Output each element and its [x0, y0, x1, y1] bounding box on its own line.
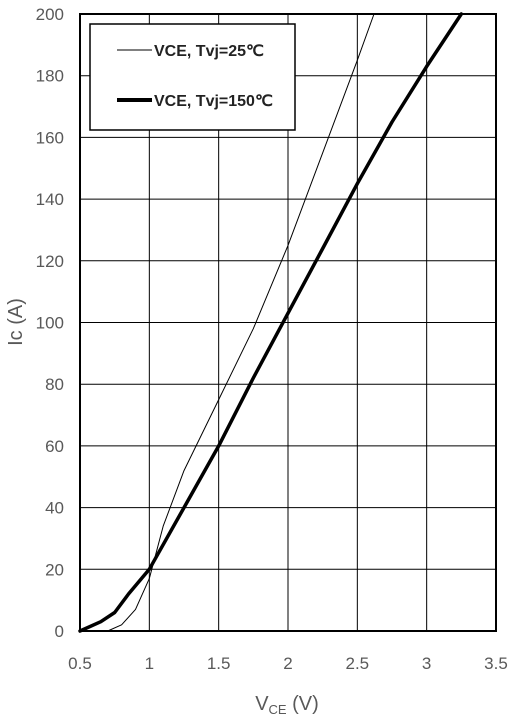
- plot-frame: [79, 13, 497, 632]
- y-tick-label: 20: [45, 560, 64, 579]
- y-tick-label: 40: [45, 499, 64, 518]
- y-axis-label: Ic (A): [5, 298, 27, 346]
- y-tick-label: 100: [36, 314, 64, 333]
- y-tick-label: 0: [55, 622, 64, 641]
- y-tick-label: 120: [36, 252, 64, 271]
- y-tick-labels: 0 20 40 60 80 100 120 140 160 180 200: [36, 5, 64, 641]
- x-tick-label: 3.5: [484, 654, 508, 673]
- x-tick-label: 0.5: [68, 654, 92, 673]
- series-line-25c: [107, 13, 375, 632]
- x-axis-label-sub: CE: [269, 702, 287, 717]
- x-tick-labels: 0.5 1 1.5 2 2.5 3 3.5: [68, 654, 508, 673]
- y-tick-label: 140: [36, 190, 64, 209]
- y-tick-label: 60: [45, 437, 64, 456]
- y-tick-label: 180: [36, 67, 64, 86]
- x-axis-label-main: V: [255, 693, 269, 715]
- x-axis-label: VCE (V): [255, 693, 319, 717]
- y-tick-label: 160: [36, 128, 64, 147]
- x-tick-label: 2: [283, 654, 292, 673]
- x-tick-label: 1.5: [207, 654, 231, 673]
- x-tick-label: 3: [422, 654, 431, 673]
- x-axis-label-unit: (V): [287, 693, 319, 715]
- legend-label-25c: VCE, Tvj=25℃: [154, 43, 264, 60]
- y-tick-label: 80: [45, 375, 64, 394]
- x-tick-label: 1: [145, 654, 154, 673]
- y-tick-label: 200: [36, 5, 64, 24]
- legend: VCE, Tvj=25℃ VCE, Tvj=150℃: [89, 23, 296, 131]
- legend-box: [89, 23, 296, 131]
- series-line-150c: [78, 12, 464, 633]
- legend-label-150c: VCE, Tvj=150℃: [154, 93, 273, 110]
- x-tick-label: 2.5: [346, 654, 370, 673]
- series-lines: [78, 12, 464, 633]
